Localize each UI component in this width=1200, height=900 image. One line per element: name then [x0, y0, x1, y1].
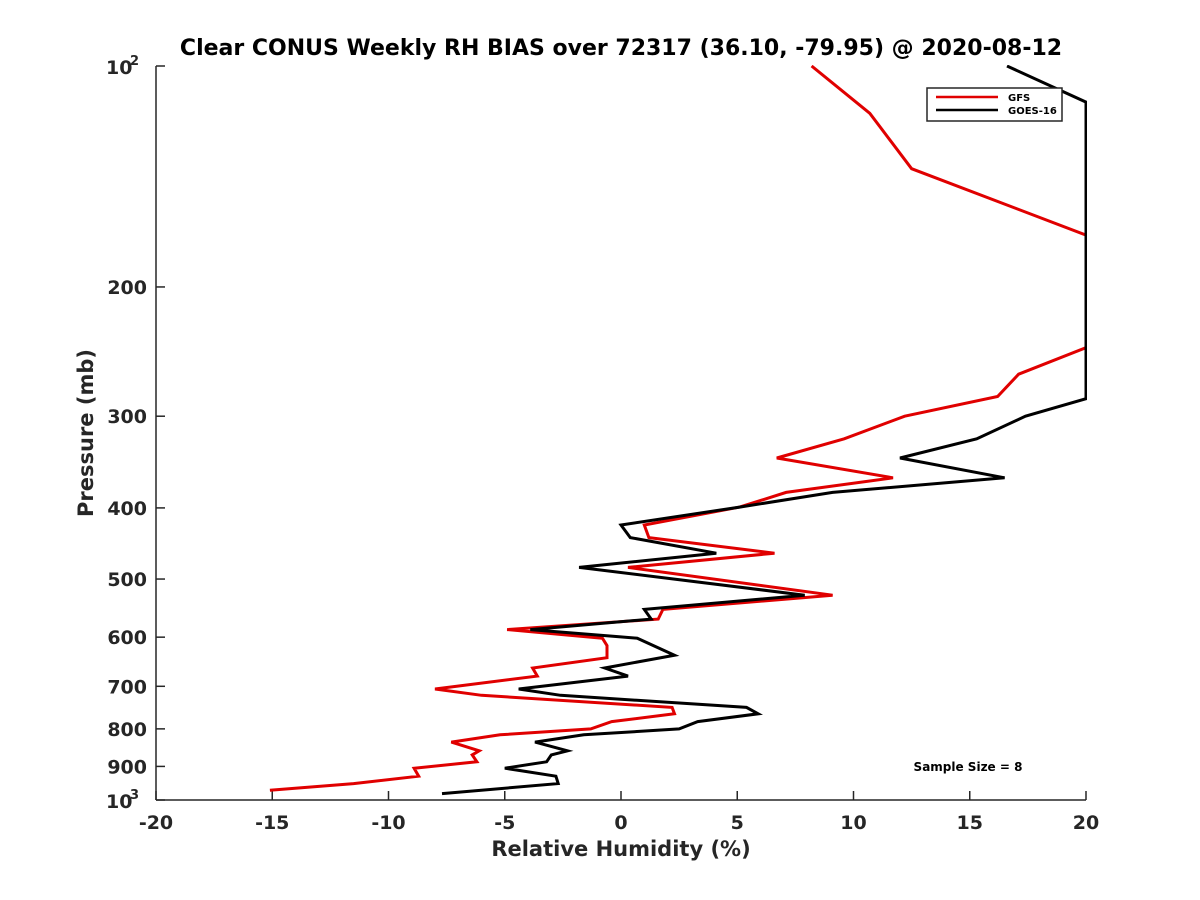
y-tick-label: 900: [107, 756, 147, 778]
series-line-goes-16: [441, 65, 1087, 796]
chart-title: Clear CONUS Weekly RH BIAS over 72317 (3…: [180, 36, 1062, 61]
x-tick-label: 15: [957, 812, 983, 834]
y-tick-label: 300: [107, 406, 147, 428]
x-axis-ticks: -20 -15 -10 -5 0 5 10 15 20: [139, 791, 1099, 834]
x-tick-label: -20: [139, 812, 173, 834]
x-axis-label: Relative Humidity (%): [491, 837, 750, 861]
legend-label-goes-16: GOES-16: [1008, 106, 1057, 117]
x-tick-label: 10: [840, 812, 866, 834]
series-line-gfs: [269, 65, 1087, 792]
series-lines: [269, 65, 1087, 796]
y-tick-label: 10: [106, 57, 132, 79]
legend-box: [926, 87, 1063, 122]
y-axis-label: Pressure (mb): [74, 349, 98, 517]
x-tick-label: 0: [614, 812, 627, 834]
y-tick-label: 200: [107, 277, 147, 299]
plot-area: [155, 66, 1086, 801]
y-tick-label: 600: [107, 627, 147, 649]
y-tick-exponent: 2: [130, 54, 139, 69]
legend: GFS GOES-16: [926, 87, 1063, 122]
x-tick-label: 20: [1073, 812, 1099, 834]
x-tick-label: -15: [255, 812, 289, 834]
x-tick-label: -5: [494, 812, 515, 834]
y-tick-label: 10: [106, 791, 132, 813]
y-tick-exponent: 3: [130, 788, 139, 803]
y-tick-label: 500: [107, 569, 147, 591]
y-tick-label: 700: [107, 676, 147, 698]
y-tick-label: 400: [107, 498, 147, 520]
x-tick-label: -10: [371, 812, 405, 834]
legend-label-gfs: GFS: [1008, 93, 1030, 104]
sample-size-annotation: Sample Size = 8: [914, 760, 1023, 774]
x-tick-label: 5: [731, 812, 744, 834]
y-tick-label: 800: [107, 719, 147, 741]
